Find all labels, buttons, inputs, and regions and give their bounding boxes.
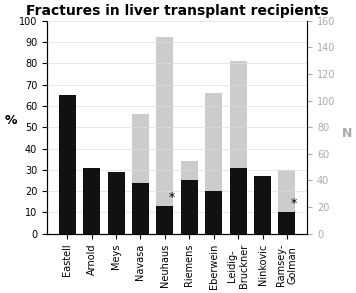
Bar (132, 114, 149, 234)
Title: Fractures in liver transplant recipients: Fractures in liver transplant recipients (26, 4, 328, 18)
Bar (205, 191, 222, 234)
Bar (59, 95, 76, 234)
Bar (254, 176, 271, 234)
Bar (205, 93, 222, 234)
Text: *: * (168, 191, 175, 204)
Bar (108, 214, 125, 234)
Bar (278, 212, 295, 234)
Bar (156, 37, 173, 234)
Bar (156, 206, 173, 234)
Bar (83, 168, 100, 234)
Y-axis label: %: % (4, 114, 17, 127)
Bar (108, 172, 125, 234)
Bar (278, 170, 295, 234)
Bar (230, 168, 247, 234)
Bar (230, 61, 247, 234)
Bar (83, 214, 100, 234)
Bar (132, 183, 149, 234)
Text: *: * (290, 197, 297, 210)
Bar (181, 180, 198, 234)
Y-axis label: N: N (341, 127, 352, 140)
Bar (59, 207, 76, 234)
Bar (181, 161, 198, 234)
